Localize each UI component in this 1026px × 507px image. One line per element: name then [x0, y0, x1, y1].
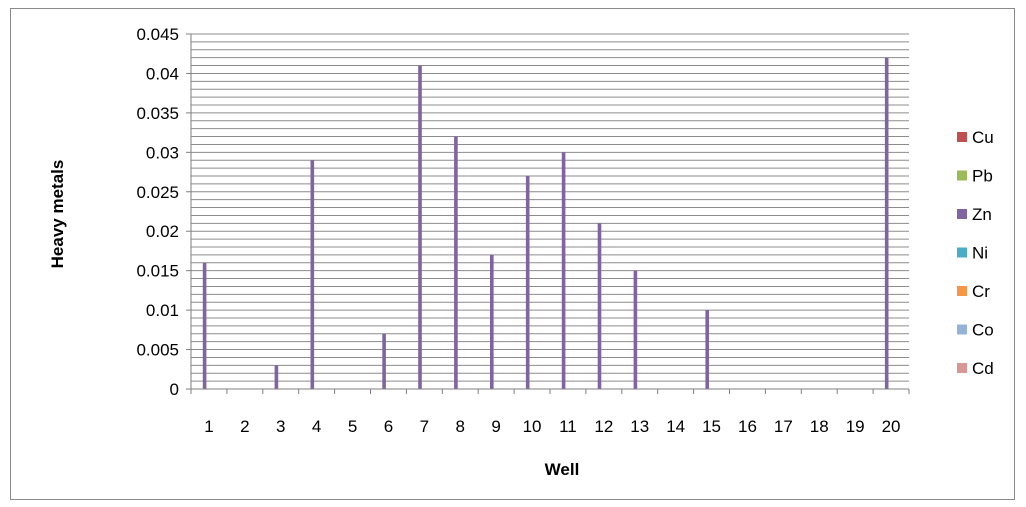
bar-zn	[561, 152, 566, 389]
x-tick-label: 18	[810, 417, 829, 436]
x-tick-label: 9	[491, 417, 500, 436]
y-axis-title: Heavy metals	[48, 160, 67, 269]
x-tick-label: 4	[312, 417, 321, 436]
y-tick-label: 0.04	[146, 64, 179, 83]
y-tick-label: 0.025	[136, 183, 179, 202]
y-tick-label: 0.015	[136, 262, 179, 281]
x-tick-label: 3	[276, 417, 285, 436]
legend-label-zn: Zn	[972, 205, 992, 224]
x-tick-label: 6	[384, 417, 393, 436]
bar-zn	[454, 136, 458, 389]
x-tick-label: 13	[630, 417, 649, 436]
x-tick-label: 8	[456, 417, 465, 436]
bar-zn	[310, 160, 315, 389]
chart-area: 0 0.005 0.01 0.015 0.02 0.025 0.03 0.035 0.04 0.0…	[10, 8, 1015, 500]
x-tick-label: 1	[204, 417, 213, 436]
legend-swatch-zn	[957, 209, 967, 219]
legend-swatch-cu	[957, 132, 967, 142]
y-tick-label: 0	[170, 380, 179, 399]
axes	[186, 33, 910, 394]
bars	[202, 57, 889, 390]
y-tick-labels: 0 0.005 0.01 0.015 0.02 0.025 0.03 0.035 0.04 0.0…	[136, 25, 179, 399]
x-tick-label: 10	[523, 417, 542, 436]
x-tick-label: 2	[240, 417, 249, 436]
x-tick-label: 7	[420, 417, 429, 436]
x-tick-label: 5	[348, 417, 357, 436]
x-tick-label: 15	[702, 417, 721, 436]
y-tick-label: 0.02	[146, 222, 179, 241]
y-tick-label: 0.005	[136, 341, 179, 360]
legend-swatch-pb	[957, 170, 967, 181]
x-axis-title: Well	[545, 460, 580, 479]
y-tick-label: 0.03	[146, 143, 179, 162]
chart-svg: 0 0.005 0.01 0.015 0.02 0.025 0.03 0.035 0.04 0.0…	[48, 25, 994, 479]
y-tick-label: 0.045	[136, 25, 179, 44]
x-tick-label: 11	[559, 417, 577, 436]
legend-swatch-co	[957, 324, 967, 335]
bar-zn	[202, 262, 207, 389]
legend-label-co: Co	[972, 321, 994, 340]
legend-label-ni: Ni	[972, 244, 988, 263]
legend-swatch-ni	[957, 247, 967, 258]
legend-swatch-cr	[957, 286, 967, 296]
bar-zn	[633, 270, 638, 389]
x-tick-labels: 1 2 3 4 5 6 7 8 9 10 11 12 13 14 15 16 17 18 19 20	[204, 417, 900, 436]
bar-zn	[382, 333, 386, 389]
bar-zn	[489, 254, 494, 389]
bar-zn	[525, 176, 530, 389]
y-tick-label: 0.01	[146, 301, 179, 320]
bar-zn	[418, 65, 422, 390]
x-tick-label: 17	[774, 417, 793, 436]
x-tick-label: 12	[594, 417, 613, 436]
legend-swatch-cd	[957, 363, 967, 373]
legend-label-cd: Cd	[972, 359, 994, 378]
x-tick-label: 14	[666, 417, 685, 436]
gridlines	[191, 33, 909, 382]
bar-zn	[274, 365, 279, 389]
legend-label-cr: Cr	[972, 282, 990, 301]
bar-zn	[597, 223, 602, 389]
bar-zn	[705, 310, 709, 389]
legend-label-cu: Cu	[972, 128, 994, 147]
x-tick-label: 20	[882, 417, 901, 436]
x-tick-label: 19	[846, 417, 865, 436]
bar-zn	[884, 57, 889, 390]
legend-label-pb: Pb	[972, 167, 993, 186]
legend: Cu Pb Zn Ni Cr Co Cd	[957, 128, 994, 378]
y-tick-label: 0.035	[136, 104, 179, 123]
x-tick-label: 16	[738, 417, 757, 436]
